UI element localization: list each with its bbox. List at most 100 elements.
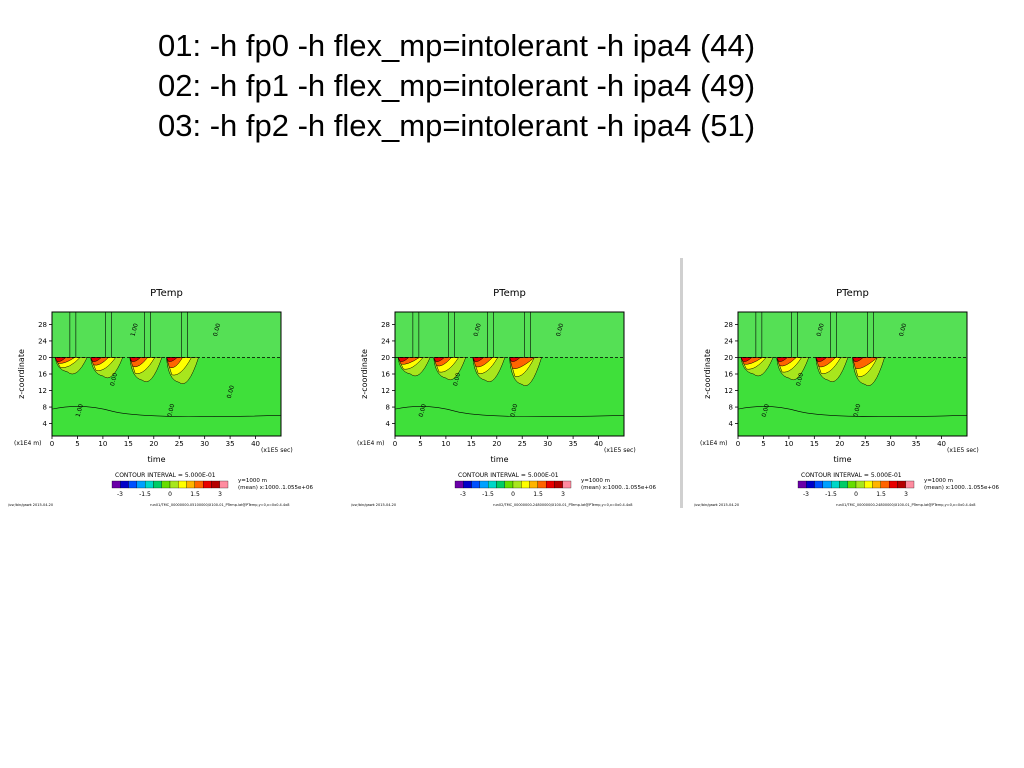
x-tick-label: 10	[784, 440, 793, 448]
warm-anomaly-red	[815, 357, 828, 362]
colorbar-swatch	[479, 480, 489, 489]
footer-right-text: run02/TMC_00000000-24800000/X100-01_PTem…	[493, 503, 632, 507]
field-layer	[738, 312, 967, 436]
colorbar-tick-label: 1.5	[876, 491, 886, 498]
colorbar-swatch	[487, 480, 497, 489]
x-tick-label: 30	[200, 440, 209, 448]
y-tick-label: 24	[724, 337, 733, 345]
colorbar-swatch	[529, 480, 539, 489]
x-tick-label: 15	[810, 440, 819, 448]
y-tick-label: 8	[729, 404, 733, 412]
x-tick-label: 35	[226, 440, 235, 448]
colorbar-swatch	[797, 480, 807, 489]
x-tick-label: 30	[543, 440, 552, 448]
field-layer	[52, 312, 281, 436]
contour-label: 0.00	[761, 403, 771, 418]
info-x-text: (mean) x:1000..1.055e+06	[238, 485, 313, 491]
colorbar-swatch	[806, 480, 815, 489]
colorbar-swatch	[136, 480, 146, 489]
x-tick-label: 10	[98, 440, 107, 448]
x-unit-label: (x1E5 sec)	[947, 447, 979, 454]
colorbar-swatch	[194, 480, 204, 489]
colorbar-tick-label: 1.5	[190, 491, 200, 498]
colorbar-swatch	[855, 480, 865, 489]
y-tick-label: 16	[724, 371, 733, 379]
x-tick-label: 0	[50, 440, 54, 448]
colorbar-swatch	[814, 480, 824, 489]
field-layer	[395, 312, 624, 436]
column-contour	[524, 312, 531, 358]
contour-label: 1.00	[75, 403, 85, 418]
slide-title-block: 01: -h fp0 -h flex_mp=intolerant -h ipa4…	[158, 26, 755, 146]
y-tick-label: 4	[729, 420, 734, 428]
y-tick-label: 12	[38, 387, 47, 395]
panel-divider	[680, 258, 683, 508]
warm-anomaly-red	[740, 357, 753, 362]
colorbar-swatch	[562, 480, 572, 489]
upper-layer-region	[738, 312, 967, 358]
colorbar-swatch	[905, 480, 915, 489]
x-tick-label: 15	[124, 440, 133, 448]
contour-label: 0.00	[509, 403, 519, 418]
contour-label: 0.00	[109, 372, 119, 387]
colorbar-swatch	[897, 480, 906, 489]
colorbar-swatch	[504, 480, 514, 489]
info-x-text: (mean) x:1000..1.055e+06	[581, 485, 656, 491]
footer-left-text: /usr/bin/gawk 2015-04-20	[351, 503, 396, 507]
colorbar-swatch	[211, 480, 220, 489]
contour-interval-label: CONTOUR INTERVAL = 5.000E-01	[801, 472, 902, 479]
x-tick-label: 25	[518, 440, 527, 448]
colorbar-tick-label: 0	[168, 491, 172, 498]
y-tick-label: 4	[386, 420, 391, 428]
x-tick-label: 25	[175, 440, 184, 448]
x-axis-label: time	[147, 455, 165, 464]
y-tick-label: 8	[386, 404, 390, 412]
y-tick-label: 20	[381, 354, 390, 362]
x-tick-label: 40	[594, 440, 603, 448]
y-tick-label: 12	[724, 387, 733, 395]
ptemp-contour-plot-1: PTemp 1.00 0.00 0.00 1.00 0.00 0.00 4 8 12 16 20 24 2…	[8, 288, 313, 507]
contour-label: 0.00	[898, 322, 908, 337]
colorbar-swatch	[521, 480, 530, 489]
run-description-line-3: 03: -h fp2 -h flex_mp=intolerant -h ipa4…	[158, 108, 756, 143]
colorbar-swatch	[111, 480, 121, 489]
colorbar-tick-label: 1.5	[533, 491, 543, 498]
y-tick-label: 24	[38, 337, 47, 345]
ptemp-contour-plot-3: PTemp 0.00 0.00 0.00 0.00 0.00 4 8 12 16 20 24 28 0 5 1…	[694, 288, 999, 507]
footer-right-text: run01/TMC_00000000-24800000/X100-01_PTem…	[836, 503, 975, 507]
info-y-text: y=1000 m	[581, 478, 610, 484]
colorbar-swatch	[463, 480, 472, 489]
x-axis-label: time	[490, 455, 508, 464]
colorbar-swatch	[186, 480, 196, 489]
x-tick-label: 15	[467, 440, 476, 448]
footer-right-text: run01/TMC_00000000-05100000/X100-01_PTem…	[150, 503, 289, 507]
y-tick-label: 28	[381, 321, 390, 329]
y-axis-label: z-coordinate	[703, 349, 712, 399]
contour-label: 0.00	[212, 322, 222, 337]
x-tick-label: 20	[835, 440, 844, 448]
column-contour	[144, 312, 151, 358]
colorbar-tick-label: 3	[561, 491, 565, 498]
footer-left-text: /usr/bin/gawk 2015-04-20	[694, 503, 739, 507]
colorbar-swatch	[888, 480, 898, 489]
colorbar-swatch	[554, 480, 563, 489]
colorbar-swatch	[822, 480, 832, 489]
x-tick-label: 20	[149, 440, 158, 448]
y-tick-label: 16	[38, 371, 47, 379]
column-contour	[830, 312, 837, 358]
colorbar-tick-label: -1.5	[139, 491, 151, 498]
warm-anomaly-red	[776, 357, 788, 362]
y-axis-label: z-coordinate	[360, 349, 369, 399]
x-unit-label: (x1E5 sec)	[261, 447, 293, 454]
colorbar-swatch	[471, 480, 481, 489]
contour-label: 0.00	[226, 384, 236, 399]
y-unit-label: (x1E4 m)	[14, 440, 41, 447]
x-tick-label: 0	[736, 440, 740, 448]
footer-left-text: /usr/bin/gawk 2015-04-20	[8, 503, 53, 507]
colorbar-swatch	[512, 480, 522, 489]
contour-label: 1.00	[130, 322, 140, 337]
colorbar-tick-label: -1.5	[482, 491, 494, 498]
colorbar-swatch	[454, 480, 464, 489]
column-contour	[69, 312, 77, 358]
x-tick-label: 5	[75, 440, 79, 448]
